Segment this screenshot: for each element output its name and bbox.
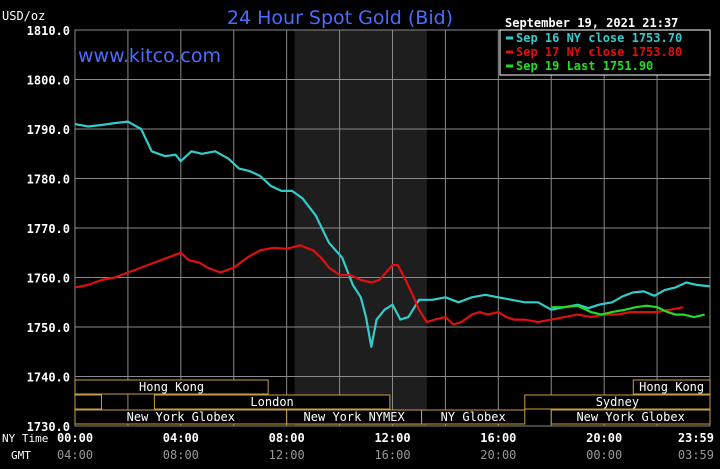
session-label: Hong Kong: [139, 380, 204, 394]
y-axis: 1730.0 1740.0 1750.0 1760.0 1770.0 1780.0 1790…: [27, 24, 70, 434]
x-tick-label-ny: 04:00: [163, 431, 199, 445]
session-label: New York Globex: [127, 410, 235, 424]
x-tick-label-ny: 08:00: [269, 431, 305, 445]
chart-title: 24 Hour Spot Gold (Bid): [227, 7, 453, 29]
legend-box: [499, 29, 711, 76]
plot-area: [74, 29, 711, 427]
x-tick-label-gmt: 16:00: [374, 448, 410, 462]
y-tick-label: 1780.0: [27, 173, 70, 187]
gmt-label: GMT: [11, 449, 31, 462]
x-tick-label-ny: 20:00: [586, 431, 622, 445]
legend-entry: Sep 19 Last 1751.90: [516, 59, 653, 73]
x-tick-label-gmt: 08:00: [163, 448, 199, 462]
ny-time-label: NY Time: [2, 432, 48, 445]
x-tick-label-gmt: 04:00: [57, 448, 93, 462]
legend-entry: Sep 16 NY close 1753.70: [516, 31, 682, 45]
y-tick-label: 1790.0: [27, 123, 70, 137]
session-label: NY Globex: [441, 410, 506, 424]
y-tick-label: 1760.0: [27, 272, 70, 286]
session-label: New York Globex: [576, 410, 684, 424]
x-tick-label-ny: 23:59: [678, 431, 714, 445]
x-tick-label-gmt: 12:00: [269, 448, 305, 462]
session-label: London: [250, 395, 293, 409]
y-tick-label: 1800.0: [27, 74, 70, 88]
session-label: Sydney: [596, 395, 639, 409]
x-tick-label-gmt: 20:00: [480, 448, 516, 462]
session-box: [74, 394, 102, 410]
x-axis: NY Time GMT 00:00 04:00 04:00 08:00 08:00 12:…: [2, 431, 714, 462]
session-box: [524, 394, 711, 410]
watermark-url: www.kitco.com: [78, 45, 221, 67]
x-tick-label-gmt: 03:59: [678, 448, 714, 462]
series-line-2: [74, 244, 684, 326]
session-box: [153, 394, 391, 410]
session-label: Hong Kong: [639, 380, 704, 394]
session-box: [632, 379, 711, 395]
y-tick-label: 1730.0: [27, 420, 70, 434]
y-tick-label: 1740.0: [27, 371, 70, 385]
session-box: [421, 409, 526, 425]
plot-border: [74, 29, 711, 427]
x-tick-label-ny: 00:00: [57, 431, 93, 445]
series-line-3: [551, 304, 705, 319]
x-tick-label-ny: 16:00: [480, 431, 516, 445]
session-box: [74, 379, 269, 395]
x-tick-label-ny: 12:00: [374, 431, 410, 445]
y-tick-label: 1750.0: [27, 321, 70, 335]
y-unit-label: USD/oz: [2, 9, 45, 23]
y-tick-label: 1810.0: [27, 24, 70, 38]
y-tick-label: 1770.0: [27, 222, 70, 236]
x-tick-label-gmt: 00:00: [586, 448, 622, 462]
series-line-1: [74, 120, 710, 348]
timestamp: September 19, 2021 21:37: [505, 16, 678, 30]
legend-entry: Sep 17 NY close 1753.80: [516, 45, 682, 59]
session-box: [550, 409, 711, 425]
session-label: New York NYMEX: [304, 410, 406, 424]
